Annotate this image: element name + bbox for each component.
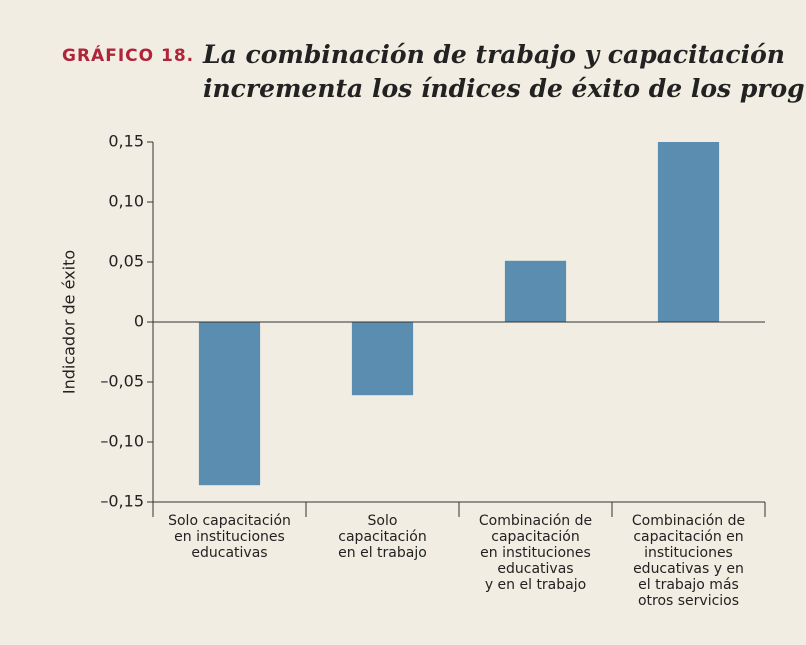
- x-tick-label: Combinación de capacitación en institucion…: [479, 513, 592, 593]
- y-tick-label: –0,15: [100, 492, 144, 511]
- y-tick-label: 0,05: [108, 252, 144, 271]
- x-tick-label: Solo capacitación en instituciones educati…: [168, 513, 291, 561]
- y-tick-label: 0,15: [108, 132, 144, 151]
- y-tick-label: 0: [134, 312, 144, 331]
- y-tick-label: –0,05: [100, 372, 144, 391]
- chart-title: La combinación de trabajo y capacitación…: [202, 40, 806, 103]
- bar: [504, 260, 567, 322]
- bar: [351, 322, 414, 396]
- x-tick-label: Combinación de capacitación en institucion…: [632, 513, 745, 609]
- bar: [198, 322, 261, 486]
- y-tick-label: 0,10: [108, 192, 144, 211]
- y-tick-label: –0,10: [100, 432, 144, 451]
- bar: [657, 142, 720, 322]
- chart-number: GRÁFICO 18.: [62, 44, 194, 66]
- x-tick-label: Solo capacitación en el trabajo: [338, 513, 427, 561]
- y-axis-label: Indicador de éxito: [60, 250, 79, 394]
